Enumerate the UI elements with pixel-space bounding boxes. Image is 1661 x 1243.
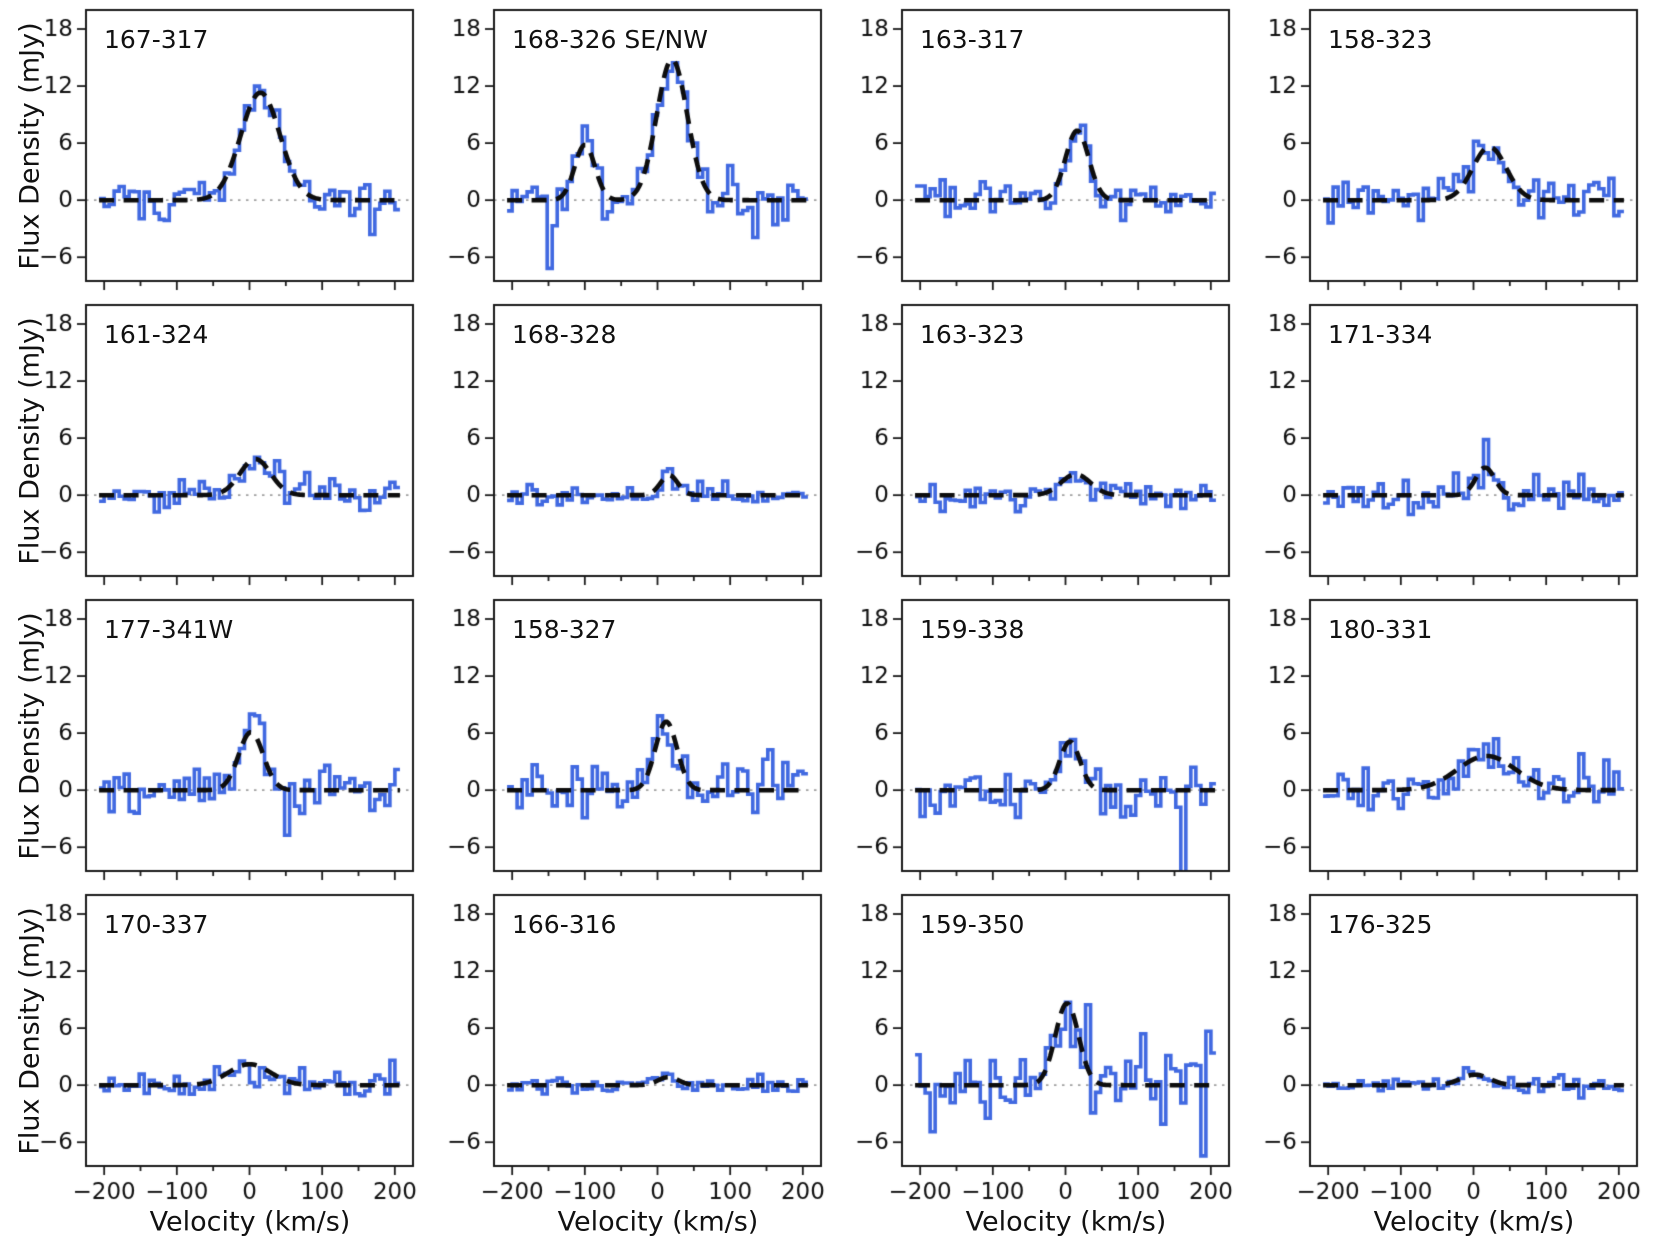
x-axis-label: Velocity (km/s) bbox=[149, 1206, 351, 1238]
panel-title: 159-350 bbox=[920, 910, 1025, 939]
x-axis-label: Velocity (km/s) bbox=[1373, 1206, 1575, 1238]
y-axis-label: Flux Density (mJy) bbox=[14, 612, 46, 860]
x-axis-label: Velocity (km/s) bbox=[965, 1206, 1167, 1238]
panel-title: 167-317 bbox=[104, 25, 209, 54]
panel-title: 158-327 bbox=[512, 615, 617, 644]
panel-title: 171-334 bbox=[1328, 320, 1433, 349]
panel-title: 170-337 bbox=[104, 910, 209, 939]
panel-title: 158-323 bbox=[1328, 25, 1433, 54]
panel-title: 177-341W bbox=[104, 615, 234, 644]
panel-title: 180-331 bbox=[1328, 615, 1433, 644]
panel-title: 168-326 SE/NW bbox=[512, 25, 708, 54]
panel-title: 159-338 bbox=[920, 615, 1025, 644]
y-axis-label: Flux Density (mJy) bbox=[14, 22, 46, 270]
panel-title: 168-328 bbox=[512, 320, 617, 349]
panel-title: 163-317 bbox=[920, 25, 1025, 54]
panel-title: 163-323 bbox=[920, 320, 1025, 349]
panel-title: 161-324 bbox=[104, 320, 209, 349]
y-axis-label: Flux Density (mJy) bbox=[14, 907, 46, 1155]
x-axis-label: Velocity (km/s) bbox=[557, 1206, 759, 1238]
panel-title: 176-325 bbox=[1328, 910, 1433, 939]
y-axis-label: Flux Density (mJy) bbox=[14, 317, 46, 565]
panel-title: 166-316 bbox=[512, 910, 617, 939]
